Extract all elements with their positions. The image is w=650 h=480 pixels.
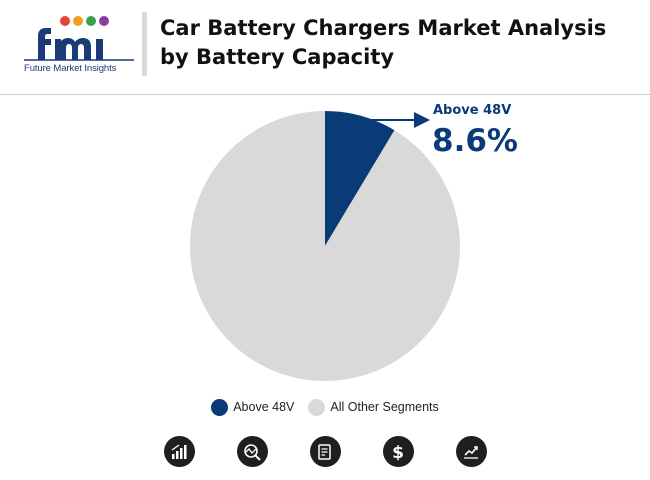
pie-chart: Above 48V 8.6%: [189, 103, 518, 381]
pie-slice-above-48v: [325, 111, 395, 246]
svg-text:$: $: [392, 443, 404, 462]
footer-icon-row: $: [0, 436, 650, 468]
header-divider: [0, 94, 650, 95]
logo-tagline: Future Market Insights: [24, 63, 117, 74]
callout-label: Above 48V: [433, 103, 511, 118]
pie-slices: [189, 111, 460, 381]
line-trend-icon[interactable]: [455, 436, 487, 467]
legend-swatch: [211, 398, 229, 416]
header: Future Market Insights Car Battery Charg…: [0, 0, 650, 92]
legend-label: All Other Segments: [330, 400, 439, 414]
pie-slice-all-other-segments: [189, 111, 460, 381]
callout-value: 8.6%: [432, 123, 518, 159]
legend-item-other: All Other Segments: [308, 398, 439, 416]
bar-growth-icon[interactable]: [163, 436, 195, 467]
legend-label: Above 48V: [233, 400, 295, 414]
report-document-icon[interactable]: [309, 436, 341, 467]
legend-item-above-48v: Above 48V: [211, 398, 295, 416]
magnify-chart-icon[interactable]: [236, 436, 268, 467]
legend-swatch: [308, 398, 326, 416]
page-title: Car Battery Chargers Market Analysis by …: [160, 16, 607, 69]
title-accent-bar: [142, 12, 147, 76]
chart-legend: Above 48V All Other Segments: [0, 396, 650, 418]
fmi-logo: Future Market Insights: [24, 14, 134, 78]
dollar-icon[interactable]: $: [382, 436, 414, 467]
